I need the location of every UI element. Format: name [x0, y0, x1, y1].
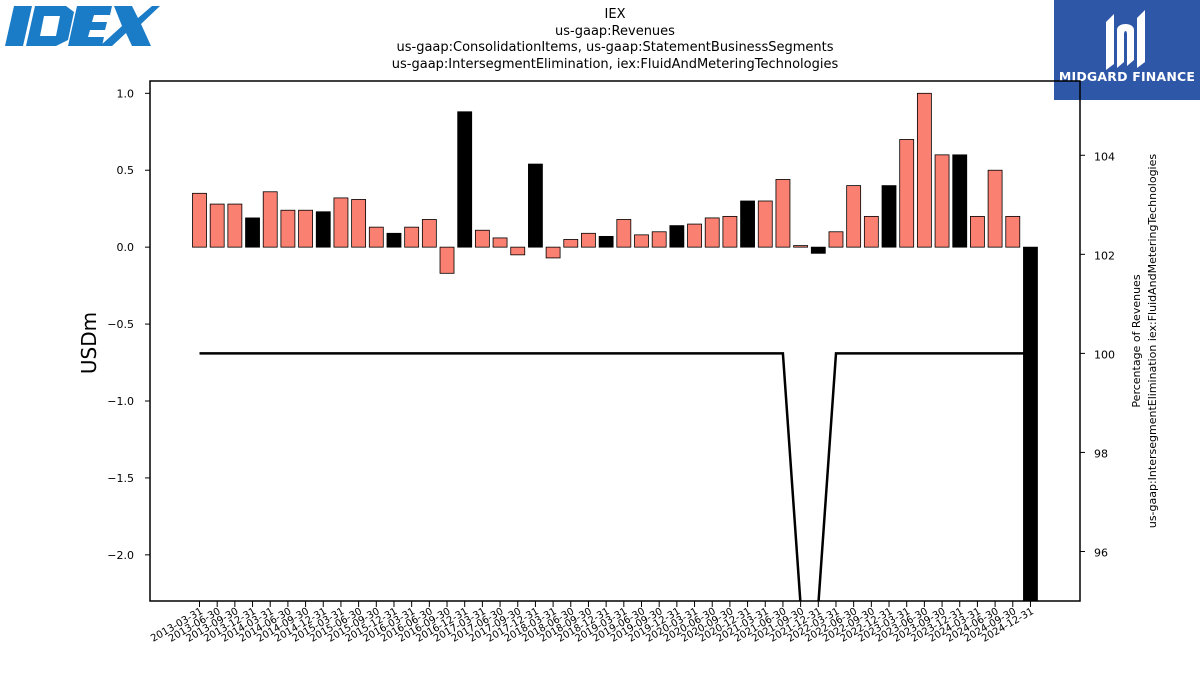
bar — [404, 226, 420, 248]
bar — [634, 234, 649, 248]
bar — [704, 217, 720, 248]
title-line-4: us-gaap:IntersegmentElimination, iex:Flu… — [391, 56, 839, 72]
bar — [722, 215, 738, 248]
plot-frame — [149, 80, 1081, 602]
bar — [563, 239, 579, 248]
bar — [846, 185, 862, 248]
bar — [545, 246, 561, 259]
bar — [192, 192, 207, 248]
bar — [581, 232, 596, 248]
midgard-brand-text: MIDGARD FINANCE — [1058, 69, 1196, 84]
bar — [209, 203, 225, 248]
bar — [987, 169, 1003, 248]
bar — [262, 191, 278, 248]
bar — [421, 219, 437, 248]
bar — [280, 209, 296, 248]
bar — [528, 163, 543, 248]
bar — [740, 200, 755, 248]
idex-logo-icon — [5, 6, 160, 46]
bar — [970, 215, 985, 248]
ytick-label: −1.0 — [107, 395, 134, 408]
bar — [757, 200, 773, 248]
y2tick-label: 104 — [1094, 150, 1115, 163]
bar — [386, 232, 402, 248]
idex-logo — [4, 4, 160, 48]
chart-title: IEX us-gaap:Revenues us-gaap:Consolidati… — [300, 7, 930, 73]
bar — [651, 231, 667, 248]
bar — [1023, 246, 1038, 602]
y2tick-label: 100 — [1094, 348, 1115, 361]
y2tick-label: 98 — [1094, 447, 1108, 460]
bar — [315, 211, 331, 248]
ytick-label: −0.5 — [107, 318, 134, 331]
bar — [916, 92, 932, 248]
bar — [669, 225, 685, 248]
midgard-logo-icon — [1106, 10, 1145, 70]
ytick-label: 0.5 — [117, 164, 135, 177]
bar — [687, 223, 702, 248]
bar — [810, 246, 826, 254]
bar — [881, 185, 897, 248]
bar — [863, 215, 879, 248]
y2-axis-label-line-1: Percentage of Revenues — [1130, 274, 1143, 407]
ytick-label: −2.0 — [107, 549, 134, 562]
bar — [351, 199, 367, 248]
title-line-1: IEX — [604, 7, 626, 22]
bar — [934, 154, 950, 248]
ytick-label: 0.0 — [117, 241, 135, 254]
bar — [474, 229, 490, 248]
bar — [510, 246, 526, 256]
bar — [775, 179, 791, 248]
y2tick-label: 96 — [1094, 546, 1108, 559]
bar — [1005, 215, 1021, 248]
ytick-label: −1.5 — [107, 472, 134, 485]
bar — [793, 245, 809, 248]
bar — [227, 203, 243, 248]
bar — [245, 217, 260, 248]
y-axis-label: USDm — [77, 312, 101, 374]
ytick-label: 1.0 — [117, 87, 135, 100]
midgard-finance-logo: MIDGARD FINANCE — [1054, 0, 1200, 100]
y2tick-label: 102 — [1094, 249, 1115, 262]
y2-axis-label-line-2: us-gaap:IntersegmentElimination iex:Flui… — [1146, 154, 1159, 529]
bar — [368, 226, 384, 248]
bar — [333, 197, 349, 248]
bar — [492, 237, 508, 248]
bar — [298, 209, 313, 248]
bar — [899, 139, 915, 248]
percentage-line — [199, 352, 1031, 601]
bar — [828, 231, 844, 248]
bar — [439, 246, 455, 274]
bar — [457, 111, 473, 248]
bar — [952, 154, 968, 248]
title-line-3: us-gaap:ConsolidationItems, us-gaap:Stat… — [396, 40, 834, 55]
bar — [616, 219, 632, 248]
title-line-2: us-gaap:Revenues — [555, 23, 675, 39]
bar — [598, 235, 614, 248]
